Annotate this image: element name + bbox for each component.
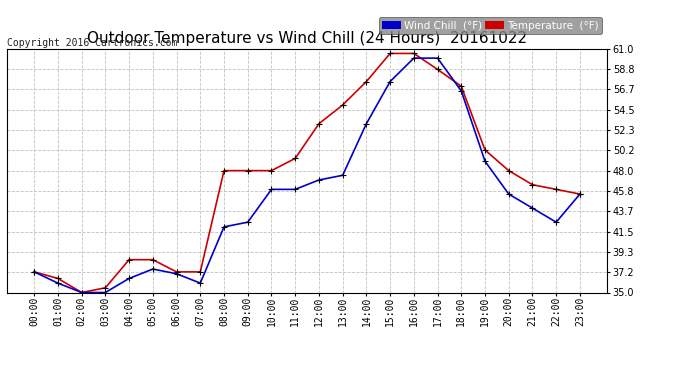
Title: Outdoor Temperature vs Wind Chill (24 Hours)  20161022: Outdoor Temperature vs Wind Chill (24 Ho… xyxy=(87,31,527,46)
Legend: Wind Chill  (°F), Temperature  (°F): Wind Chill (°F), Temperature (°F) xyxy=(379,17,602,34)
Text: Copyright 2016 Cartronics.com: Copyright 2016 Cartronics.com xyxy=(7,38,177,48)
